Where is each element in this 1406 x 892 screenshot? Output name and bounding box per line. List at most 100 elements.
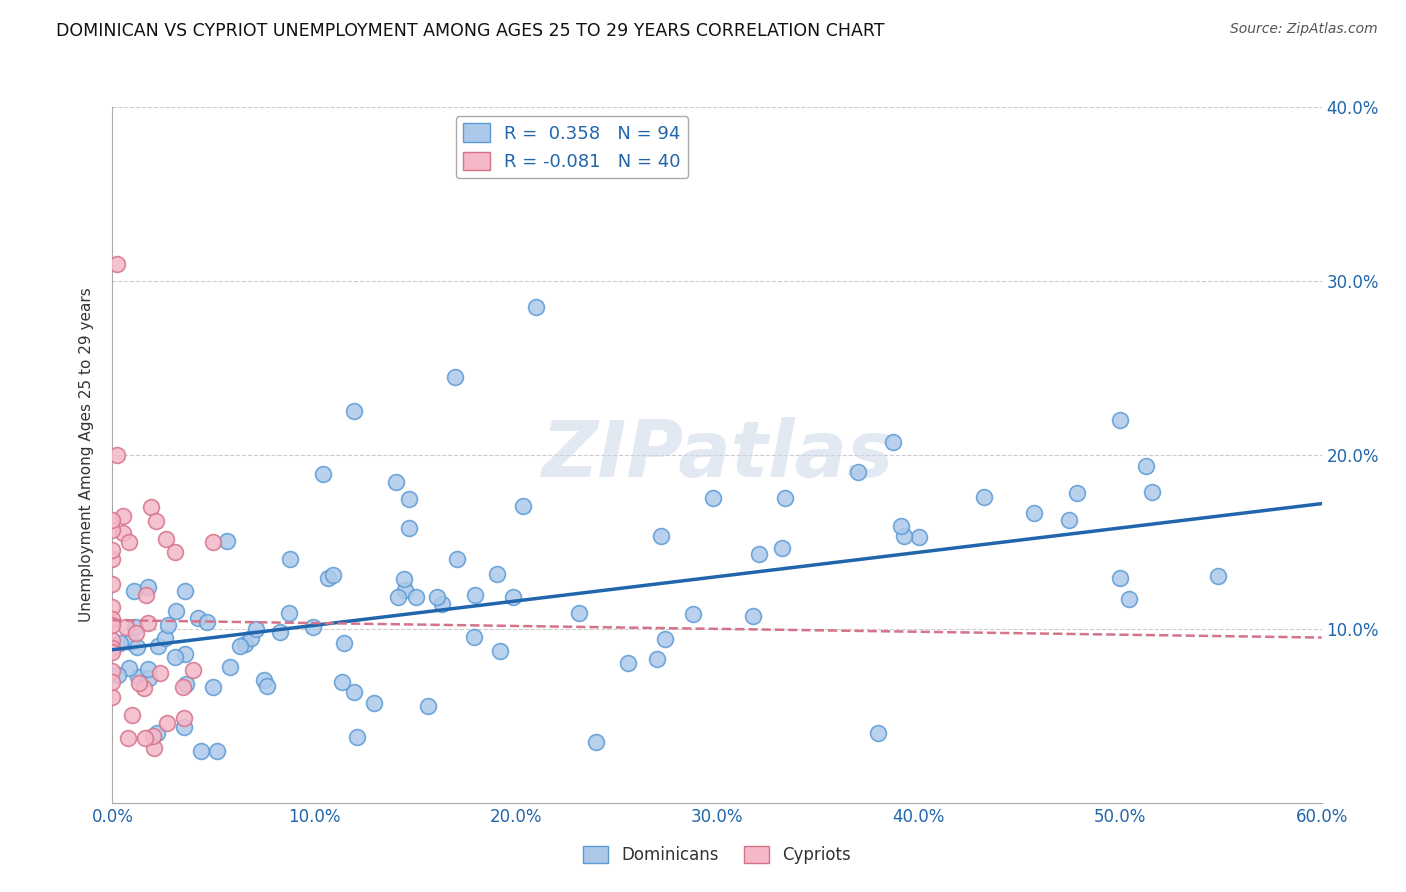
Point: [245, 622, 267, 636]
Point: [115, 620, 138, 634]
Point: [748, 547, 770, 561]
Point: [136, 662, 159, 676]
Point: [253, 673, 276, 688]
Point: [108, 636, 131, 650]
Point: [155, 533, 177, 547]
Point: [278, 551, 301, 566]
Point: [107, 667, 129, 681]
Point: [398, 492, 420, 507]
Point: [101, 612, 124, 626]
Point: [363, 697, 385, 711]
Point: [202, 680, 225, 694]
Point: [312, 467, 335, 482]
Point: [111, 508, 134, 523]
Point: [149, 665, 172, 680]
Point: [568, 606, 591, 620]
Point: [165, 545, 187, 559]
Point: [218, 660, 240, 674]
Point: [142, 729, 165, 743]
Point: [197, 615, 219, 630]
Point: [173, 720, 195, 734]
Text: ZIPatlas: ZIPatlas: [541, 417, 893, 493]
Point: [101, 552, 124, 566]
Point: [1057, 513, 1080, 527]
Point: [392, 572, 415, 586]
Point: [394, 582, 416, 597]
Point: [617, 656, 640, 670]
Point: [174, 648, 197, 662]
Point: [332, 635, 354, 649]
Point: [121, 708, 143, 723]
Point: [181, 663, 204, 677]
Point: [124, 620, 146, 634]
Point: [101, 645, 124, 659]
Point: [117, 731, 139, 746]
Point: [512, 499, 534, 513]
Point: [772, 541, 794, 555]
Point: [1135, 459, 1157, 474]
Point: [101, 600, 124, 615]
Point: [105, 448, 128, 462]
Point: [682, 607, 704, 621]
Y-axis label: Unemployment Among Ages 25 to 29 years: Unemployment Among Ages 25 to 29 years: [79, 287, 94, 623]
Point: [101, 690, 124, 704]
Point: [233, 636, 256, 650]
Point: [398, 521, 420, 535]
Point: [256, 680, 278, 694]
Point: [101, 512, 124, 526]
Point: [136, 580, 159, 594]
Point: [141, 500, 163, 515]
Point: [502, 590, 524, 604]
Point: [702, 491, 724, 505]
Point: [343, 404, 366, 418]
Point: [464, 588, 486, 602]
Point: [156, 618, 179, 632]
Point: [134, 731, 156, 745]
Point: [105, 256, 128, 270]
Point: [322, 568, 344, 582]
Point: [426, 590, 449, 604]
Point: [277, 606, 299, 620]
Point: [908, 530, 931, 544]
Point: [890, 518, 912, 533]
Point: [145, 514, 167, 528]
Point: [128, 676, 150, 690]
Text: DOMINICAN VS CYPRIOT UNEMPLOYMENT AMONG AGES 25 TO 29 YEARS CORRELATION CHART: DOMINICAN VS CYPRIOT UNEMPLOYMENT AMONG …: [56, 22, 884, 40]
Point: [1108, 571, 1130, 585]
Point: [418, 698, 440, 713]
Point: [101, 577, 124, 591]
Point: [146, 726, 169, 740]
Point: [187, 610, 209, 624]
Point: [146, 640, 169, 654]
Point: [645, 652, 668, 666]
Point: [430, 597, 453, 611]
Point: [125, 626, 148, 640]
Point: [217, 533, 239, 548]
Point: [173, 681, 195, 695]
Point: [346, 730, 368, 744]
Point: [101, 675, 124, 690]
Point: [125, 640, 148, 654]
Text: Source: ZipAtlas.com: Source: ZipAtlas.com: [1230, 22, 1378, 37]
Point: [118, 660, 141, 674]
Point: [117, 534, 139, 549]
Point: [1206, 568, 1229, 582]
Point: [176, 676, 198, 690]
Point: [973, 490, 995, 504]
Point: [173, 583, 195, 598]
Point: [846, 466, 869, 480]
Point: [201, 534, 224, 549]
Point: [444, 369, 467, 384]
Point: [111, 526, 134, 541]
Point: [463, 630, 485, 644]
Point: [1118, 592, 1140, 607]
Point: [384, 475, 406, 490]
Point: [650, 529, 672, 543]
Point: [1142, 485, 1164, 500]
Point: [205, 744, 228, 758]
Point: [269, 624, 291, 639]
Point: [742, 608, 765, 623]
Point: [101, 664, 124, 678]
Point: [240, 631, 263, 645]
Point: [190, 744, 212, 758]
